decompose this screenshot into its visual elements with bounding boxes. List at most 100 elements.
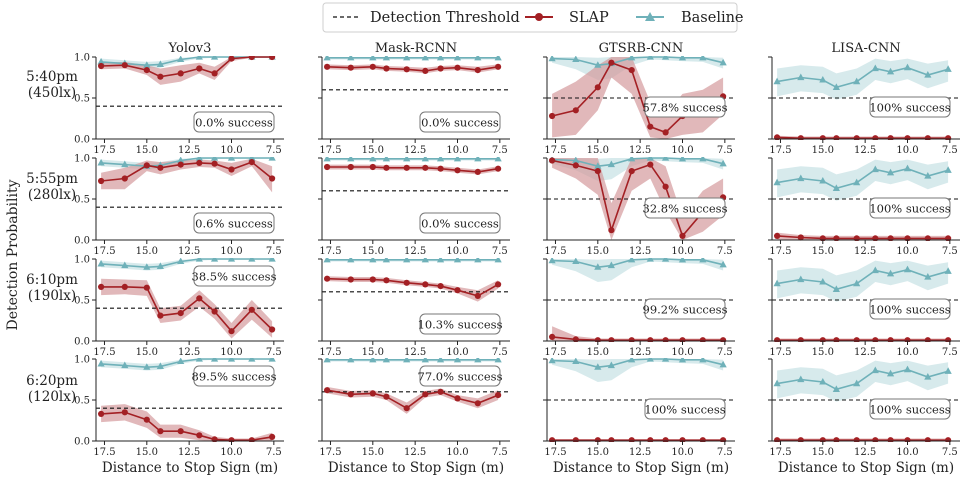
slap-point [422,281,429,288]
slap-point [549,437,556,442]
slap-band [101,404,273,441]
baseline-point [886,269,895,277]
baseline-point [628,258,636,263]
x-tick-label: 15.0 [812,145,834,156]
x-tick-label: 7.5 [942,447,958,458]
success-label: 0.0% success [421,116,499,130]
slap-point [177,310,184,317]
slap-point [594,84,601,91]
x-tick-label: 12.5 [854,347,876,358]
slap-band [327,386,499,414]
slap-point [422,67,429,74]
slap-point [572,162,579,169]
slap-point [143,284,150,291]
plot-area [96,358,284,442]
baseline-point [678,258,687,263]
baseline-point [548,258,556,264]
baseline-point [594,61,602,68]
slap-point [887,235,894,241]
row-label-lux: (280lx) [28,187,76,203]
slap-point [474,168,481,175]
success-label: 100% success [869,101,950,115]
x-tick-label: 10.0 [671,447,693,458]
x-tick-label: 12.5 [178,347,200,358]
success-label: 77.0% success [418,370,503,384]
y-tick-label: 0.0 [74,437,90,448]
x-tick-label: 12.5 [404,347,426,358]
baseline-point [797,275,805,283]
baseline-point [382,56,390,61]
baseline-point [903,164,912,172]
slap-line [777,136,949,139]
slap-point [495,165,502,172]
slap-point [474,400,481,407]
baseline-point [661,56,670,60]
slap-point [628,168,635,175]
slap-point [924,235,931,241]
baseline-point [594,263,602,270]
slap-point [774,337,781,342]
x-tick-label: 15.0 [812,246,834,257]
slap-point [437,283,444,290]
baseline-point [797,73,805,81]
column-title: Mask-RCNN [375,41,457,56]
row-label-time: 5:40pm [26,69,78,85]
x-tick-label: 10.0 [220,447,242,458]
slap-point [143,416,150,423]
slap-point [833,235,840,241]
legend-threshold-label: Detection Threshold [370,10,520,26]
x-tick-label: 12.5 [854,447,876,458]
baseline-point [177,258,185,265]
baseline-point [227,258,236,262]
panel-r1-c0: 0.0 0.5 1.0 17.5 15.0 12.5 10.0 7.5 0.6% success [74,154,284,257]
slap-point [211,308,218,315]
slap-point [324,63,331,70]
slap-point [248,306,255,313]
x-tick-label: 17.5 [544,447,566,458]
baseline-point [421,358,429,363]
baseline-point [382,258,390,263]
x-axis-label: Distance to Stop Sign (m) [553,460,729,476]
baseline-point [607,361,615,369]
x-tick-label: 15.0 [136,347,158,358]
success-box [644,96,726,118]
baseline-line [552,56,724,67]
x-tick-label: 15.0 [136,145,158,156]
baseline-point [871,266,879,274]
row-label-time: 6:20pm [26,373,78,389]
baseline-point [819,277,827,285]
slap-point [454,395,461,402]
baseline-point [773,279,781,287]
slap-point [594,168,601,175]
baseline-point [248,358,256,362]
slap-point [647,161,654,168]
slap-point [454,287,461,294]
x-tick-label: 10.0 [896,347,918,358]
x-tick-label: 12.5 [404,246,426,257]
slap-point [924,135,931,140]
baseline-point [572,258,580,265]
x-tick-label: 12.5 [854,145,876,156]
slap-point [369,163,376,171]
slap-band [101,57,273,85]
baseline-point [347,157,355,162]
column-title: Yolov3 [168,41,212,56]
success-box [193,365,275,387]
slap-point [495,281,502,288]
baseline-point [572,56,580,63]
success-label: 0.0% success [421,217,499,231]
baseline-line [552,157,724,168]
baseline-point [699,56,707,61]
baseline-point [944,65,952,72]
panel-grid: 0.00.51.017.5 15.0 12.5 10.0 7.50.0% success… [74,53,960,458]
baseline-point [661,157,670,161]
success-label: 100% success [644,403,725,417]
baseline-point [210,358,219,362]
slap-point [833,437,840,442]
x-tick-label: 12.5 [404,447,426,458]
x-tick-label: 10.0 [671,246,693,257]
slap-point [572,437,579,442]
row-labels: 5:40pm (450lx) 5:55pm (280lx) 6:10pm (19… [26,69,78,405]
x-tick-label: 15.0 [587,145,609,156]
